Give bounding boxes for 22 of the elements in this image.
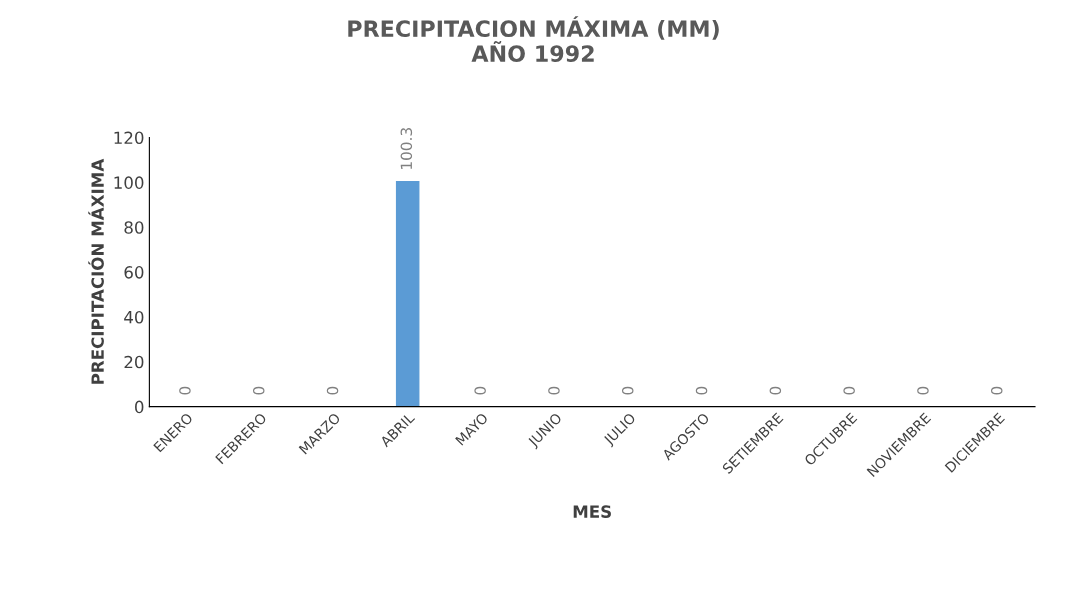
- data-label: 0: [621, 386, 634, 395]
- y-tick-label: 80: [124, 221, 144, 234]
- y-tick-label: 20: [124, 355, 144, 369]
- x-axis-title: MES: [573, 505, 611, 518]
- y-tick-label: 0: [135, 400, 144, 414]
- data-label: 0: [769, 386, 782, 395]
- data-label: 0: [252, 386, 265, 395]
- data-label: 0: [548, 386, 560, 395]
- data-label: 0: [179, 386, 191, 395]
- y-tick-label: 100: [114, 176, 144, 189]
- y-tick-label: 40: [124, 310, 144, 324]
- y-axis-title: PRECIPITACIÓN MÁXIMA: [88, 158, 104, 384]
- data-label: 0: [474, 386, 486, 395]
- y-tick-label: 60: [124, 266, 144, 279]
- data-label: 100.3: [400, 128, 413, 169]
- data-label: 0: [917, 386, 929, 395]
- data-label: 0: [990, 386, 1003, 395]
- y-tick-label: 120: [114, 131, 144, 145]
- data-label: 0: [326, 386, 339, 395]
- chart-title: PRECIPITACION MÁXIMA (MM) AÑO 1992: [348, 16, 719, 63]
- data-label: 0: [695, 386, 708, 395]
- data-label: 0: [843, 386, 855, 395]
